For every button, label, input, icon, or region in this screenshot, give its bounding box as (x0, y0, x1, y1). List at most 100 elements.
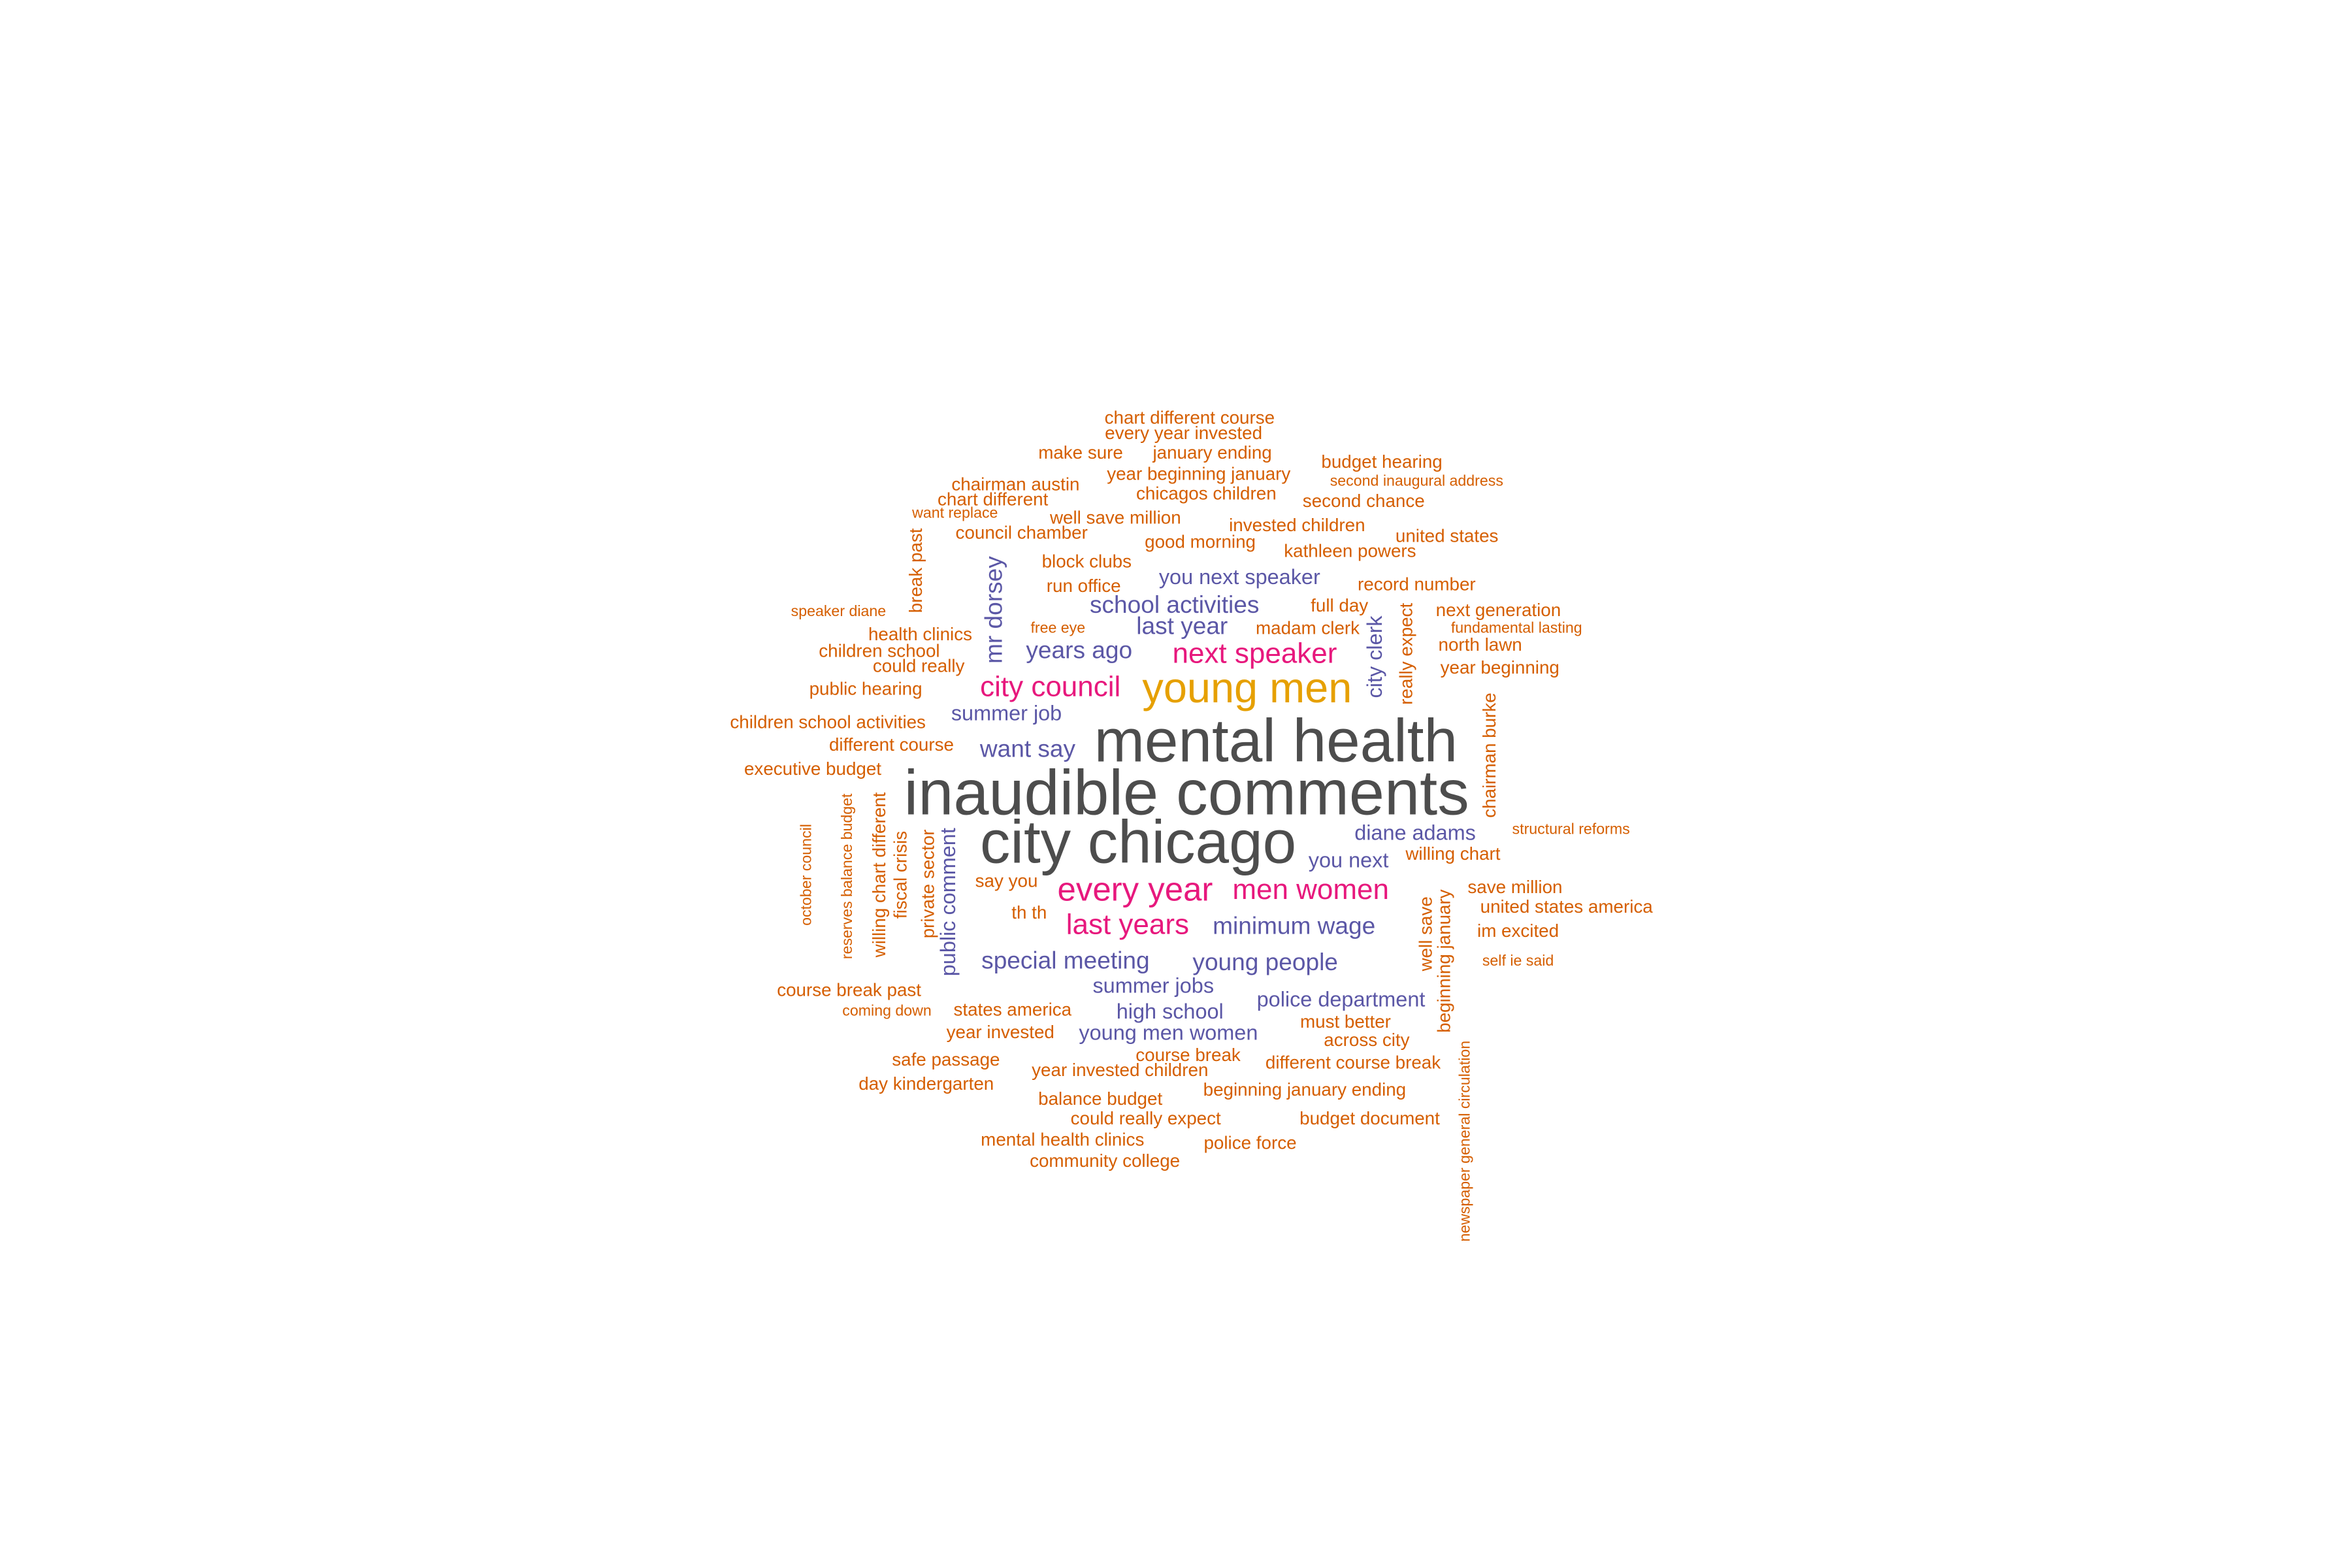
word-october-council: october council (798, 824, 815, 926)
word-north-lawn: north lawn (1439, 634, 1522, 655)
word-block-clubs: block clubs (1042, 551, 1132, 572)
word-last-years: last years (1066, 908, 1189, 940)
word-public-hearing: public hearing (809, 678, 923, 698)
word-year-invested: year invested (947, 1022, 1054, 1042)
word-years-ago: years ago (1026, 636, 1132, 664)
word-men-women: men women (1232, 874, 1389, 906)
word-must-better: must better (1300, 1011, 1391, 1032)
word-course-break-past: course break past (777, 979, 921, 1000)
word-th-th: th th (1011, 902, 1047, 923)
word-next-generation: next generation (1436, 600, 1561, 620)
word-budget-document: budget document (1299, 1108, 1440, 1128)
word-make-sure: make sure (1038, 442, 1123, 463)
word-young-people: young people (1192, 948, 1337, 975)
word-say-you: say you (975, 871, 1038, 891)
word-willing-chart-different: willing chart different (869, 792, 889, 958)
word-budget-hearing: budget hearing (1321, 451, 1442, 472)
word-kathleen-powers: kathleen powers (1284, 541, 1416, 561)
word-summer-jobs: summer jobs (1092, 974, 1214, 998)
word-public-comment: public comment (936, 828, 960, 976)
word-good-morning: good morning (1145, 532, 1256, 552)
word-fiscal-crisis: fiscal crisis (890, 831, 911, 919)
word-health-clinics: health clinics (868, 624, 972, 644)
word-minimum-wage: minimum wage (1213, 911, 1375, 939)
word-structural-reforms: structural reforms (1512, 820, 1630, 837)
word-run-office: run office (1047, 576, 1121, 596)
word-inaudible-comments: inaudible comments (904, 757, 1469, 828)
word-well-save: well save (1416, 896, 1436, 972)
word-you-next: you next (1309, 848, 1389, 872)
word-high-school: high school (1117, 1000, 1224, 1023)
word-well-save-million: well save million (1049, 508, 1181, 528)
word-invested-children: invested children (1229, 515, 1365, 535)
word-different-course: different course (829, 734, 954, 755)
word-summer-job: summer job (951, 702, 1062, 725)
word-children-school-activities: children school activities (730, 711, 926, 732)
word-im-excited: im excited (1477, 921, 1559, 941)
word-community-college: community college (1030, 1151, 1180, 1171)
word-could-really: could really (873, 656, 965, 676)
word-city-clerk: city clerk (1363, 615, 1386, 698)
word-every-year: every year (1058, 870, 1213, 907)
word-children-school: children school (819, 640, 939, 661)
word-safe-passage: safe passage (892, 1049, 1000, 1070)
word-reserves-balance-budget: reserves balance budget (838, 793, 855, 959)
word-city-chicago: city chicago (980, 808, 1296, 875)
word-mental-health: mental health (1094, 706, 1458, 774)
word-young-men: young men (1142, 664, 1352, 711)
word-mr-dorsey: mr dorsey (980, 556, 1007, 664)
word-second-chance: second chance (1303, 491, 1425, 511)
word-full-day: full day (1311, 595, 1368, 615)
word-january-ending: january ending (1152, 442, 1271, 463)
word-willing-chart: willing chart (1405, 843, 1500, 864)
word-coming-down: coming down (842, 1002, 931, 1019)
word-city-council: city council (980, 671, 1120, 703)
word-you-next-speaker: you next speaker (1159, 565, 1320, 589)
word-beginning-january-ending: beginning january ending (1203, 1079, 1406, 1100)
word-record-number: record number (1358, 574, 1476, 594)
word-want-say: want say (979, 734, 1076, 762)
word-last-year: last year (1136, 612, 1228, 640)
word-united-states-america: united states america (1480, 896, 1654, 917)
word-united-states: united states (1396, 525, 1499, 546)
word-next-speaker: next speaker (1172, 638, 1337, 670)
word-second-inaugural-address: second inaugural address (1330, 472, 1503, 489)
word-could-really-expect: could really expect (1071, 1108, 1221, 1128)
word-mental-health-clinics: mental health clinics (981, 1130, 1144, 1150)
word-across-city: across city (1324, 1030, 1409, 1050)
word-want-replace: want replace (911, 504, 998, 521)
word-states-america: states america (953, 999, 1071, 1019)
word-free-eye: free eye (1030, 619, 1085, 636)
word-speaker-diane: speaker diane (791, 602, 886, 619)
word-day-kindergarten: day kindergarten (858, 1073, 994, 1094)
word-chart-different: chart different (938, 489, 1049, 510)
word-beginning-january: beginning january (1433, 889, 1454, 1032)
word-balance-budget: balance budget (1038, 1088, 1162, 1109)
word-course-break: course break (1135, 1045, 1241, 1065)
word-police-department: police department (1257, 988, 1426, 1011)
word-madam-clerk: madam clerk (1256, 618, 1360, 638)
word-chairman-burke: chairman burke (1479, 693, 1499, 817)
word-police-force: police force (1203, 1132, 1296, 1152)
word-private-sector: private sector (917, 830, 938, 939)
word-council-chamber: council chamber (956, 523, 1088, 543)
word-save-million: save million (1467, 877, 1562, 897)
word-diane-adams: diane adams (1354, 821, 1476, 845)
word-chart-different-course: chart different course (1105, 408, 1275, 428)
word-newspaper-general-circulation: newspaper general circulation (1456, 1041, 1473, 1242)
word-year-invested-children: year invested children (1032, 1060, 1208, 1080)
word-break-past: break past (906, 528, 926, 613)
word-year-beginning-january: year beginning january (1107, 463, 1290, 483)
word-different-course-break: different course break (1266, 1053, 1441, 1073)
word-school-activities: school activities (1090, 591, 1259, 618)
word-chicagos-children: chicagos children (1136, 483, 1277, 503)
word-self-ie-said: self ie said (1482, 952, 1554, 969)
word-year-beginning: year beginning (1441, 657, 1560, 678)
word-really-expect: really expect (1396, 603, 1416, 705)
word-fundamental-lasting: fundamental lasting (1451, 619, 1582, 636)
word-every-year-invested: every year invested (1105, 423, 1262, 443)
word-executive-budget: executive budget (744, 759, 881, 779)
word-young-men-women: young men women (1079, 1021, 1258, 1045)
